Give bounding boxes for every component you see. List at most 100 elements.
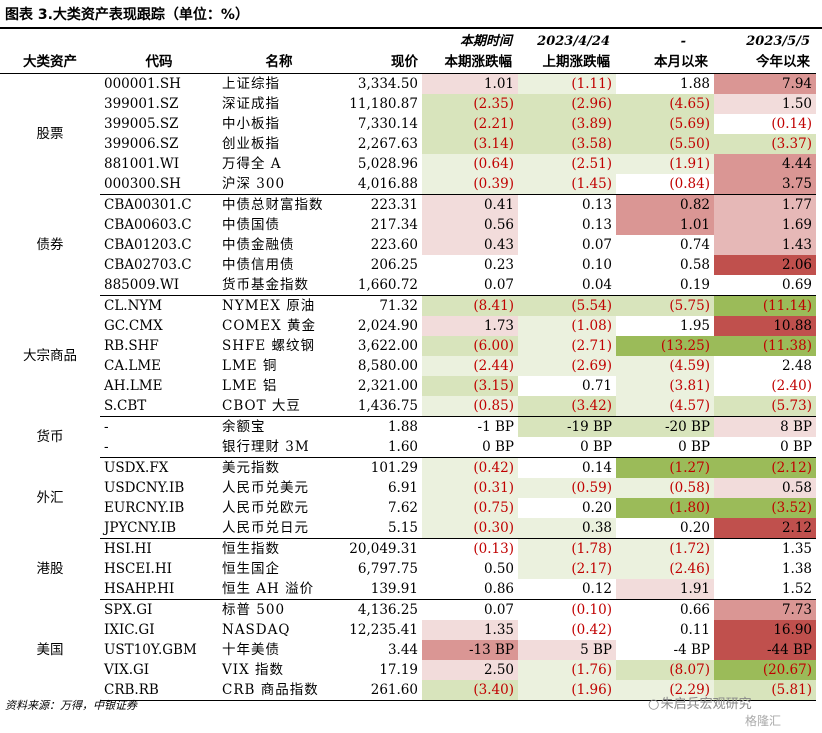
prev-change-cell: (2.17) xyxy=(518,559,616,579)
watermark-sub: 格隆汇 xyxy=(745,714,782,728)
current-change-cell: (0.64) xyxy=(422,154,518,174)
mtd-cell: (5.50) xyxy=(616,134,714,154)
ytd-cell: 4.44 xyxy=(714,154,816,174)
mtd-cell: (0.58) xyxy=(616,478,714,498)
prev-change-cell: (1.08) xyxy=(518,316,616,336)
current-change-cell: (0.39) xyxy=(422,174,518,195)
ytd-cell: (11.38) xyxy=(714,336,816,356)
prev-change-cell: 0.71 xyxy=(581,378,612,394)
asset-price: 4,136.25 xyxy=(357,602,418,618)
ytd-cell: 7.73 xyxy=(714,599,816,620)
mtd-cell: (1.80) xyxy=(616,498,714,518)
asset-code: CBA01203.C xyxy=(104,237,192,253)
ytd-cell: (5.73) xyxy=(714,396,816,417)
asset-price: 217.34 xyxy=(370,217,418,233)
current-change-cell: 0.07 xyxy=(483,602,514,618)
prev-change-cell: 0.04 xyxy=(518,275,616,296)
asset-name: VIX 指数 xyxy=(222,662,284,678)
asset-name: 标普 500 xyxy=(222,602,286,618)
asset-name: 中小板指 xyxy=(222,116,280,132)
prev-change-cell: 0.07 xyxy=(581,237,612,253)
table-row: 美国 SPX.GI 标普 500 4,136.25 0.07 (0.10) 0.66 7.73 xyxy=(0,599,816,658)
ytd-cell: (5.81) xyxy=(714,680,816,701)
prev-change-cell: (5.54) xyxy=(518,295,616,316)
mtd-cell: 0.66 xyxy=(679,602,710,618)
table-row: 港股 HSI.HI 恒生指数 20,049.31 (0.13) (1.78) (1.72) 1… xyxy=(0,538,816,577)
figure-title: 图表 3.大类资产表现跟踪（单位：%） xyxy=(5,7,249,23)
current-change-cell: 1.01 xyxy=(422,73,518,94)
mtd-cell: (5.75) xyxy=(616,295,714,316)
mtd-cell: (5.69) xyxy=(616,114,714,134)
current-change-cell: 1.35 xyxy=(422,620,518,640)
table-row: 000300.SH 沪深 300 4,016.88 (0.39) (1.45) (0.84… xyxy=(0,174,816,195)
table-row: RB.SHF SHFE 螺纹钢 3,622.00 (6.00) (2.71) (13.25… xyxy=(0,336,816,356)
asset-code: AH.LME xyxy=(104,378,163,394)
prev-change-cell: (2.96) xyxy=(518,94,616,114)
asset-name: 创业板指 xyxy=(222,136,280,152)
mtd-cell: 1.01 xyxy=(616,215,714,235)
table-row: 881001.WI 万得全 A 5,028.96 (0.64) (2.51) (1.91)… xyxy=(0,154,816,174)
asset-price: 6,797.75 xyxy=(357,561,418,577)
asset-code: 399005.SZ xyxy=(104,116,179,132)
asset-code: S.CBT xyxy=(100,396,218,417)
asset-price: 206.25 xyxy=(370,257,418,273)
asset-name: 十年美债 xyxy=(222,642,280,658)
asset-price: 3.44 xyxy=(387,642,418,658)
ytd-cell: 2.12 xyxy=(714,518,816,539)
asset-name: 万得全 A xyxy=(222,156,282,172)
asset-code: CL.NYM xyxy=(104,298,163,314)
asset-code: CRB.RB xyxy=(100,680,218,701)
table-row: 399005.SZ 中小板指 7,330.14 (2.21) (3.89) (5.69) (… xyxy=(0,114,816,134)
asset-code: CBA00301.C xyxy=(104,197,192,213)
ytd-cell: 3.75 xyxy=(714,174,816,195)
asset-name: 上证综指 xyxy=(222,76,280,92)
wechat-icon: ○ xyxy=(648,697,661,712)
asset-category: 货币 xyxy=(36,429,64,445)
asset-code: CBA00603.C xyxy=(104,217,192,233)
prev-change-cell: 0.12 xyxy=(518,579,616,600)
prev-change-cell: (0.10) xyxy=(571,602,612,618)
asset-price: 12,235.41 xyxy=(349,622,418,638)
current-change-cell: (3.15) xyxy=(422,376,518,396)
asset-name: NASDAQ xyxy=(222,622,291,638)
prev-change-cell: (2.71) xyxy=(518,336,616,356)
asset-group: 大宗商品 CL.NYM NYMEX 原油 71.32 (8.41) (5.54) (5.75… xyxy=(0,295,816,417)
asset-code: 399001.SZ xyxy=(104,96,179,112)
asset-price: 11,180.87 xyxy=(349,96,418,112)
asset-name: CRB 商品指数 xyxy=(218,680,340,701)
table-row: 885009.WI 货币基金指数 1,660.72 0.07 0.04 0.19 0.69 xyxy=(0,275,816,296)
asset-name: CBOT 大豆 xyxy=(218,396,340,417)
current-change-cell: (8.41) xyxy=(422,295,518,316)
prev-change-cell: (2.51) xyxy=(518,154,616,174)
current-change-cell: (2.44) xyxy=(422,356,518,376)
asset-code: JPYCNY.IB xyxy=(100,518,218,539)
asset-price: 1,436.75 xyxy=(340,396,422,417)
asset-code: 885009.WI xyxy=(100,275,218,296)
table-row: UST10Y.GBM 十年美债 3.44 -13 BP 5 BP -4 BP -44 BP xyxy=(0,640,816,660)
asset-price: 4,016.88 xyxy=(340,174,422,195)
asset-price: 6.91 xyxy=(387,480,418,496)
mtd-cell: (4.65) xyxy=(616,94,714,114)
asset-price: 223.60 xyxy=(370,237,418,253)
asset-name: 中债金融债 xyxy=(222,237,295,253)
mtd-cell: 1.91 xyxy=(616,579,714,600)
asset-code: 000300.SH xyxy=(100,174,218,195)
current-change-cell: 0.07 xyxy=(422,275,518,296)
table-row: USDCNY.IB 人民币兑美元 6.91 (0.31) (0.59) (0.58) 0.5… xyxy=(0,478,816,498)
prev-change-cell: -19 BP xyxy=(518,416,616,437)
prev-change-cell: (1.11) xyxy=(518,73,616,94)
asset-price: 101.29 xyxy=(370,460,418,476)
asset-name: 中债总财富指数 xyxy=(222,197,324,213)
asset-group: 股票 000001.SH 上证综指 3,334.50 1.01 (1.11) 1.88 7.9… xyxy=(0,73,816,195)
mtd-cell: (0.84) xyxy=(616,174,714,195)
current-change-cell: 0.41 xyxy=(422,194,518,215)
header-code: 代码 xyxy=(100,52,218,74)
header-ytd: 今年以来 xyxy=(714,52,816,74)
current-change-cell: 1.73 xyxy=(422,316,518,336)
header-prev-date: 2023/4/24 xyxy=(537,34,610,49)
current-change-cell: (3.14) xyxy=(422,134,518,154)
ytd-cell: 8 BP xyxy=(714,416,816,437)
asset-code: 881001.WI xyxy=(104,156,180,172)
table-row: CBA01203.C 中债金融债 223.60 0.43 0.07 0.74 1.43 xyxy=(0,235,816,255)
asset-price: 20,049.31 xyxy=(349,541,418,557)
